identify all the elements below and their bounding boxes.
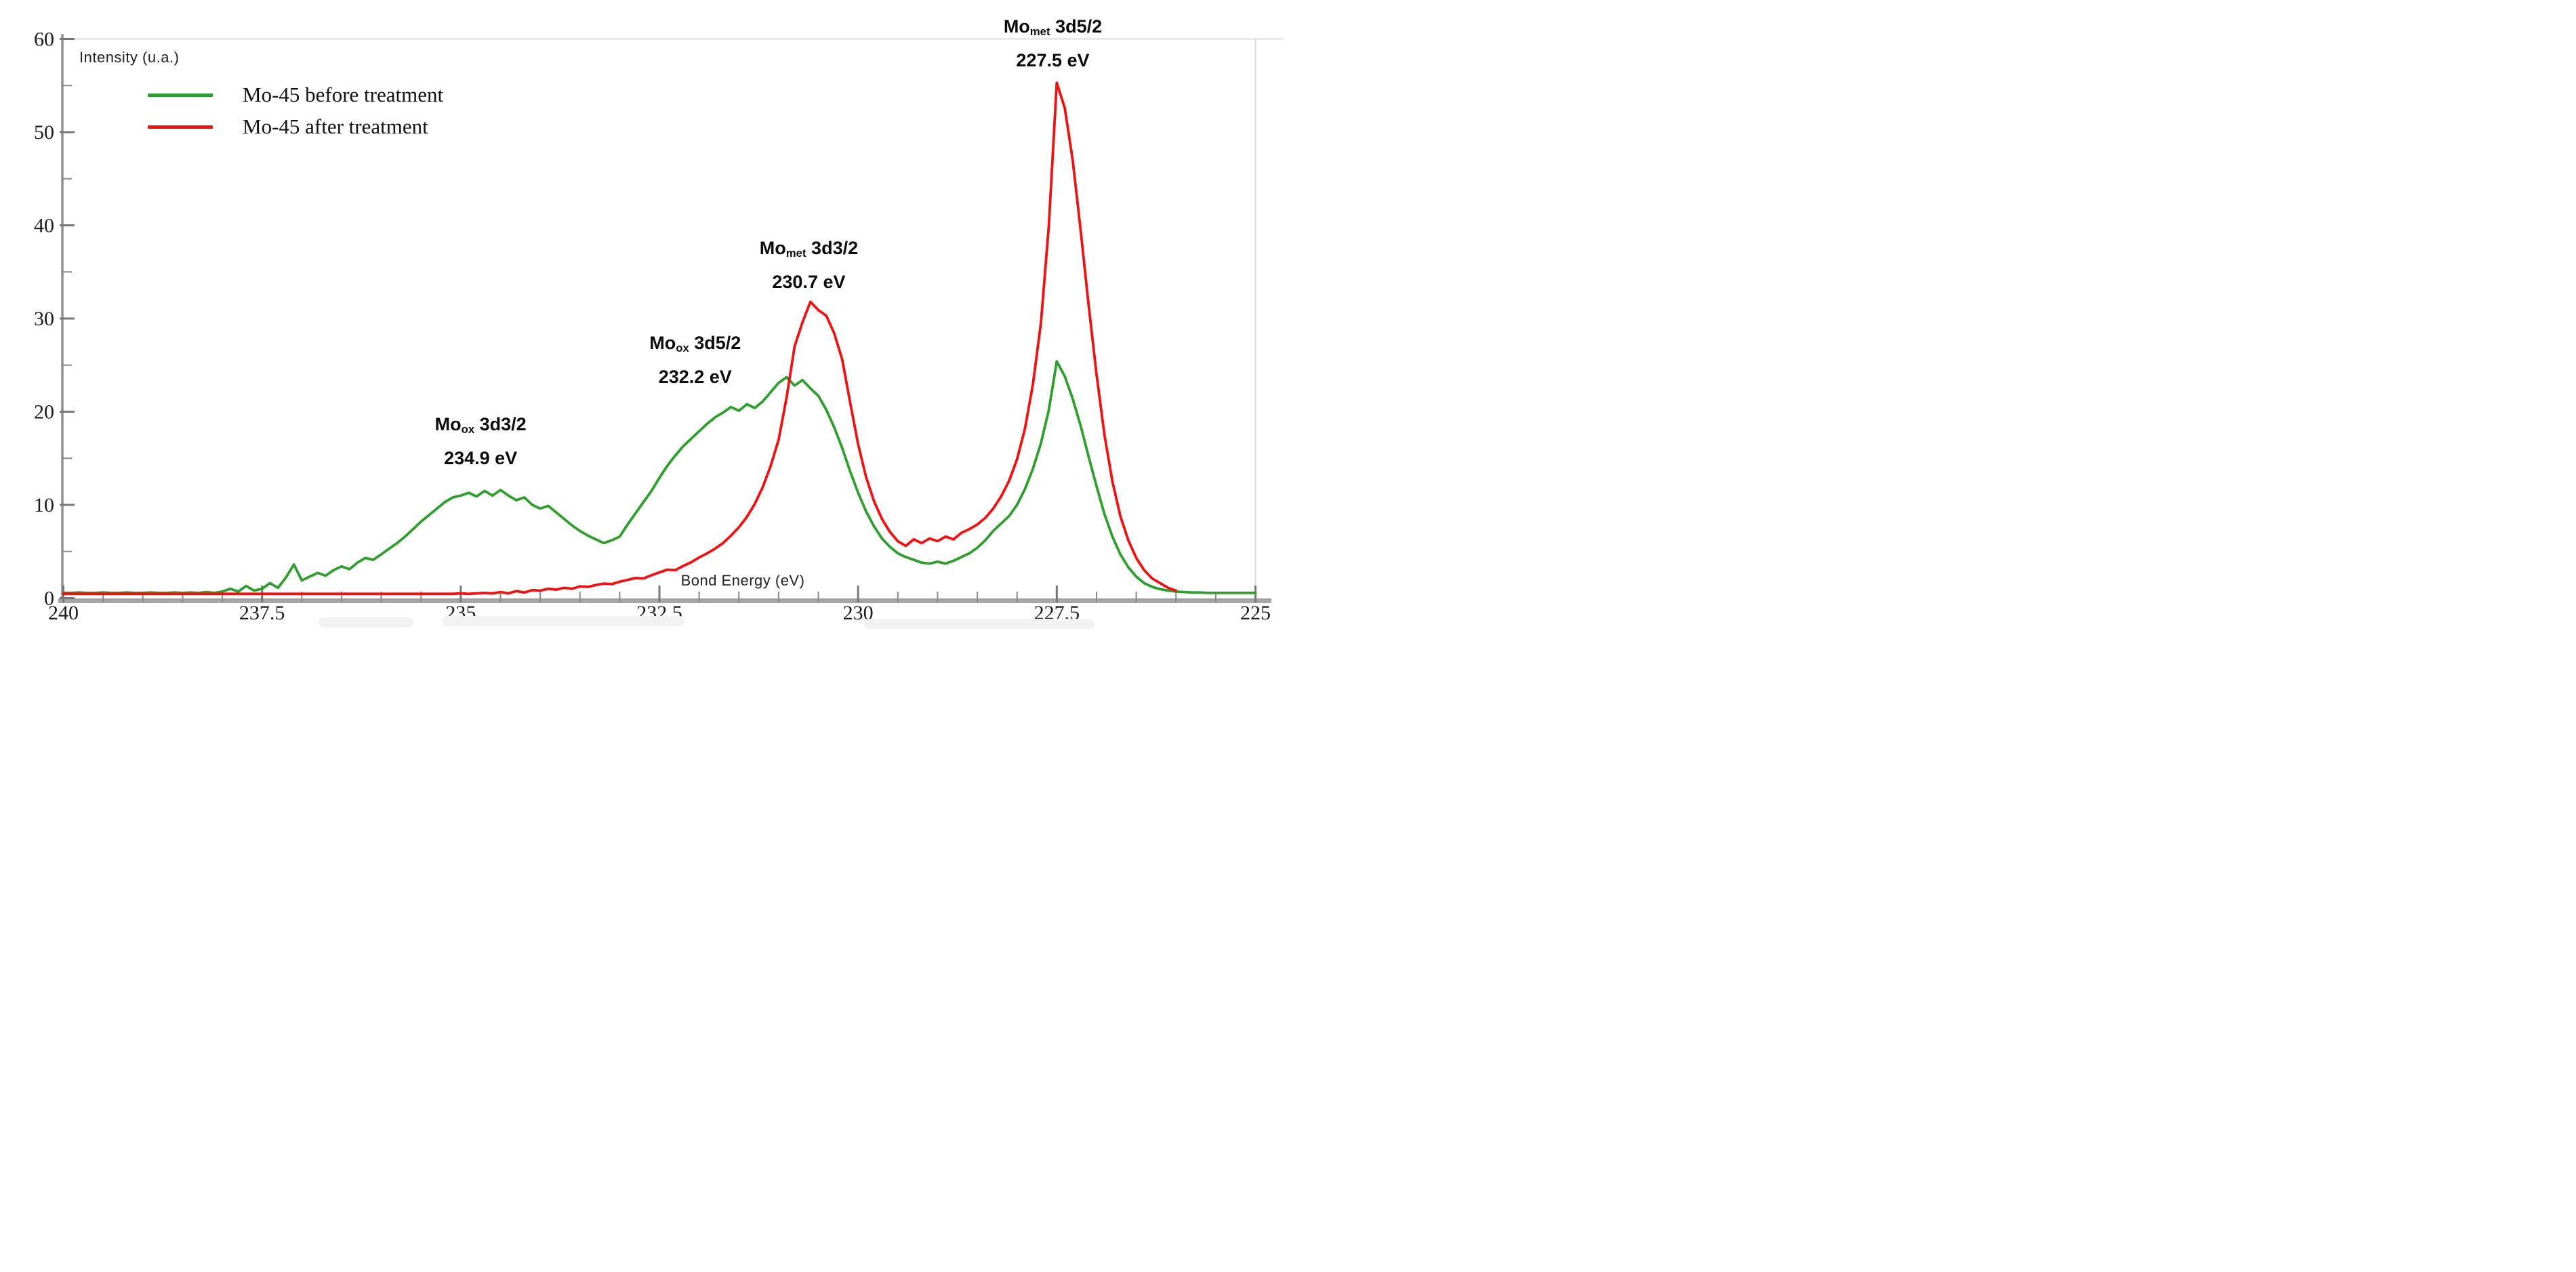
y-tick-label: 0: [44, 588, 54, 610]
peak-annotation-energy: 230.7 eV: [772, 272, 846, 293]
peak-annotation-energy: 234.9 eV: [444, 447, 518, 468]
legend-label-before: Mo-45 before treatment: [243, 83, 444, 106]
peak-annotation-species: Momet 3d5/2: [1003, 16, 1103, 38]
peak-annotation-species: Momet 3d3/2: [759, 237, 859, 260]
legend-label-after: Mo-45 after treatment: [243, 115, 428, 138]
y-tick-label: 40: [34, 215, 54, 237]
screenshot-artifact: [319, 617, 413, 628]
y-tick-label: 50: [34, 121, 54, 144]
after-treatment-curve: [62, 81, 1178, 596]
peak-annotation-2: Moox 3d5/2 232.2 eV: [649, 329, 741, 391]
after-series-line-swatch: [148, 125, 213, 129]
y-tick-label: 60: [34, 28, 54, 51]
peak-annotation-energy: 227.5 eV: [1016, 49, 1090, 70]
screenshot-artifact: [442, 616, 684, 626]
peak-annotation-species: Moox 3d5/2: [649, 333, 741, 355]
x-axis-title: Bond Energy (eV): [680, 572, 805, 589]
y-tick-label: 10: [34, 494, 54, 516]
y-tick-label: 30: [34, 308, 54, 330]
legend-item-after: Mo-45 after treatment: [148, 114, 443, 140]
before-series-line-swatch: [148, 93, 213, 97]
peak-annotation-energy: 232.2 eV: [658, 367, 732, 388]
peak-annotation-species: Moox 3d3/2: [434, 413, 527, 436]
peak-annotation-1: Moox 3d3/2 234.9 eV: [435, 410, 527, 472]
peak-annotation-4: Momet 3d5/2 227.5 eV: [1004, 12, 1102, 75]
xps-spectrum-figure: 0 10 20 30 40 50 60 240 237.5 235 232.5 230 227.5 225…: [0, 0, 1288, 636]
y-axis-title: Intensity (u.a.): [79, 49, 180, 66]
x-tick-label: 237.5: [239, 602, 285, 624]
before-treatment-curve: [62, 360, 1257, 594]
x-tick-label: 240: [48, 602, 79, 624]
legend: Mo-45 before treatment Mo-45 after treat…: [148, 82, 443, 140]
peak-annotation-3: Momet 3d3/2 230.7 eV: [760, 234, 858, 296]
screenshot-artifact: [864, 619, 1095, 629]
legend-item-before: Mo-45 before treatment: [148, 82, 443, 108]
y-tick-label: 20: [34, 401, 54, 424]
x-tick-label: 225: [1240, 602, 1271, 624]
